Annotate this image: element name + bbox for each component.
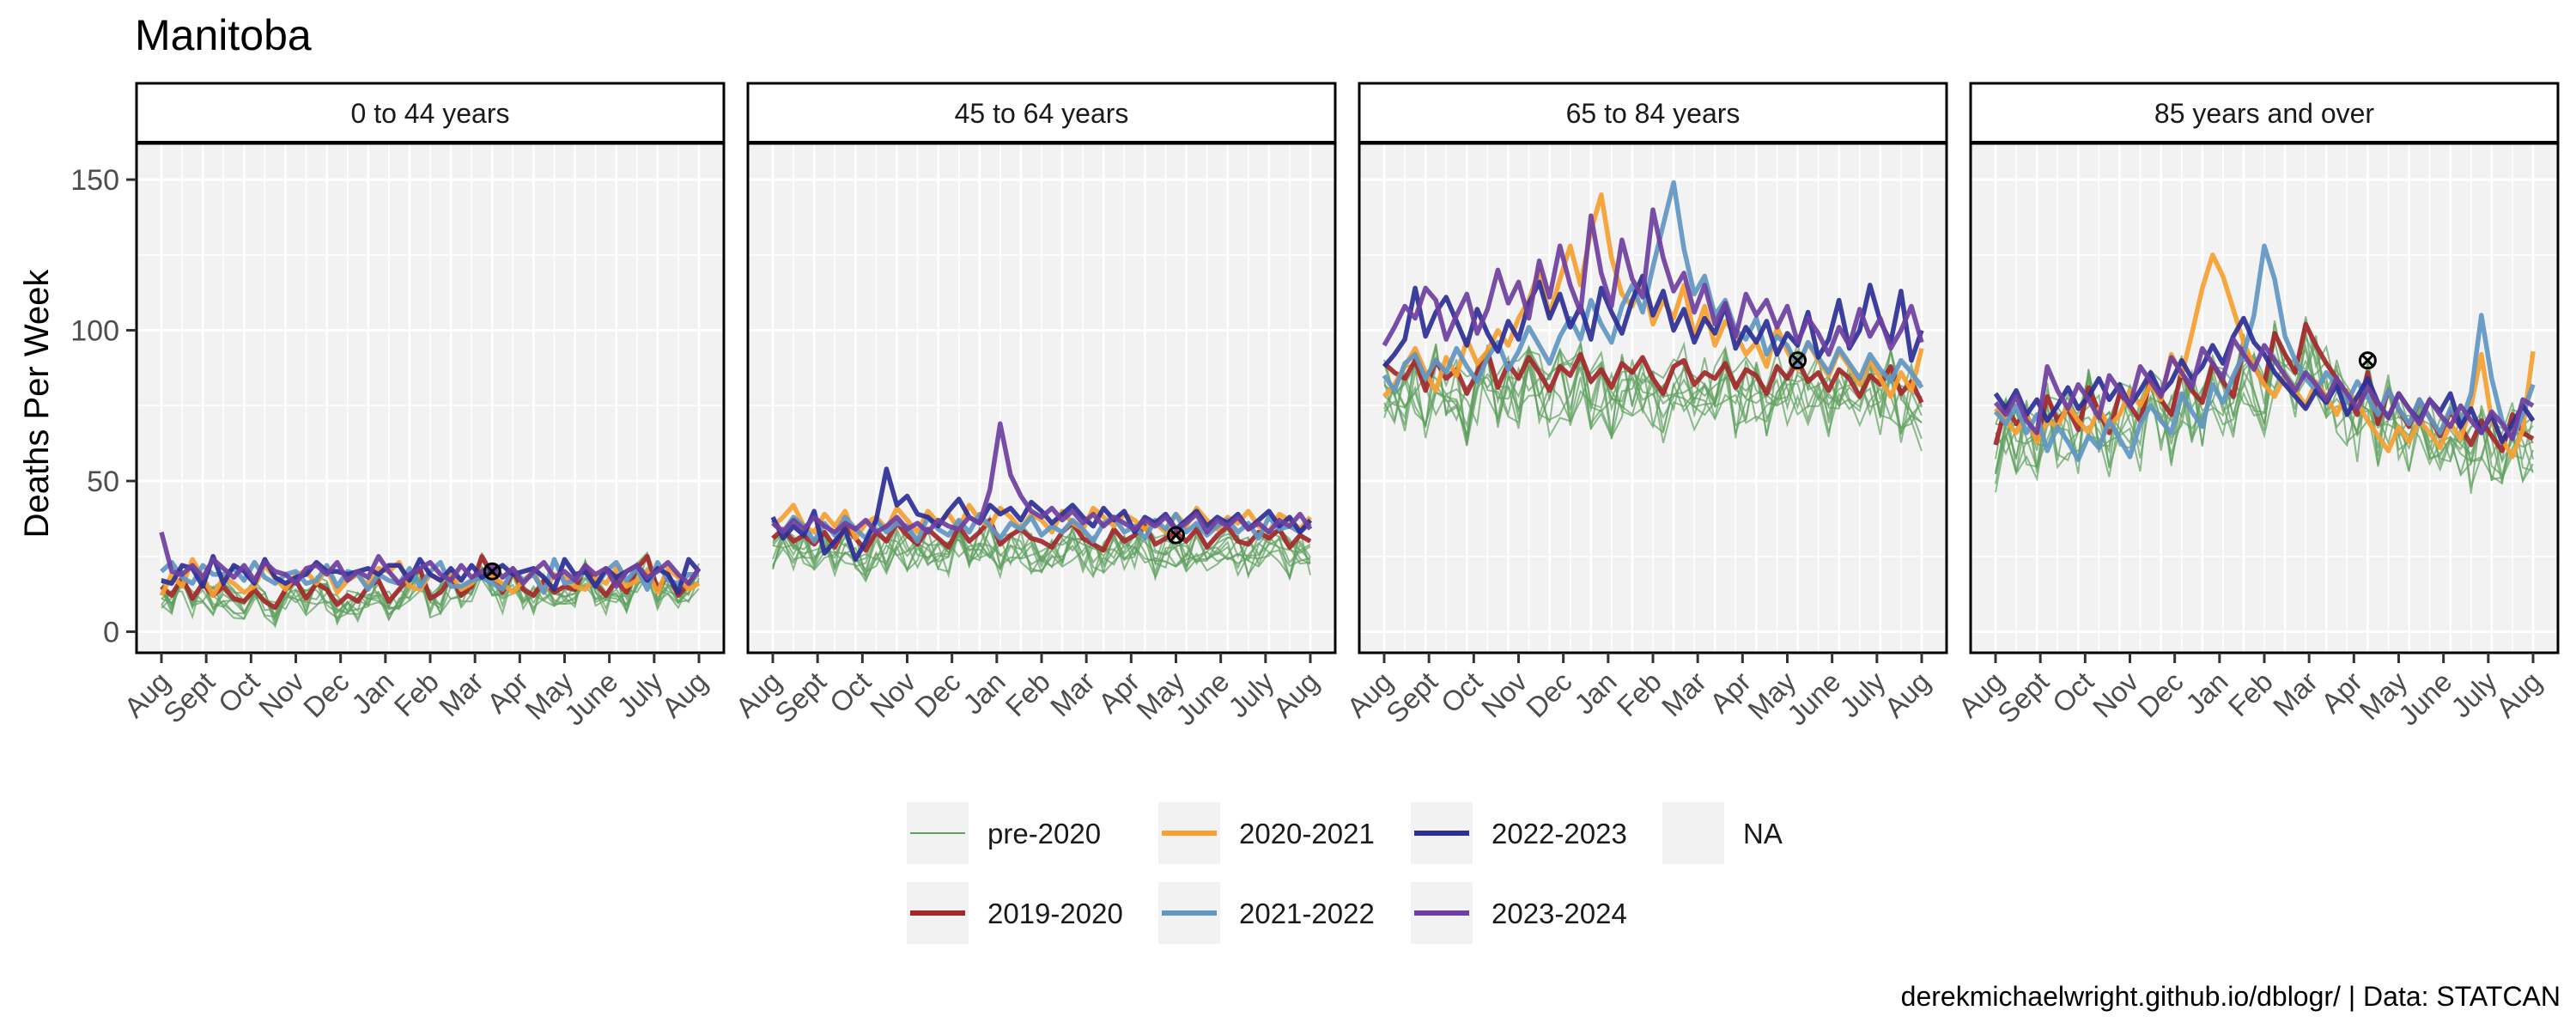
marker-circle	[483, 562, 501, 581]
x-tick-label: Aug	[1267, 666, 1325, 724]
series-line-2022-2023	[770, 466, 1313, 562]
x-tick-label: Mar	[1656, 666, 1712, 722]
panel-65-to-84-years: 65 to 84 yearsAugSeptOctNovDecJanFebMarA…	[1340, 82, 1948, 732]
series-line-2021-2022	[1993, 243, 2536, 463]
series-line-2022-2023	[1993, 315, 2536, 445]
x-tick-label: Sept	[769, 666, 832, 729]
legend-label: 2023-2024	[1492, 898, 1627, 929]
series-line-pre-2020	[772, 518, 1311, 582]
x-tick-label: Feb	[999, 666, 1056, 722]
series-line-2023-2024	[159, 531, 702, 589]
x-tick-label: Nov	[252, 665, 311, 723]
series-line-pre-2020	[772, 517, 1311, 575]
x-tick-label: Nov	[864, 665, 922, 723]
x-tick-label: Oct	[2046, 666, 2099, 719]
x-tick-label: Mar	[1044, 666, 1101, 722]
x-tick-label: Nov	[1475, 665, 1534, 723]
x-tick-label: Sept	[1380, 666, 1443, 729]
legend-label: pre-2020	[987, 818, 1101, 849]
x-tick-label: Aug	[1878, 666, 1936, 724]
panel-strip-label: 65 to 84 years	[1566, 98, 1741, 129]
y-tick-label: 0	[103, 616, 119, 648]
x-tick-label: Feb	[388, 666, 445, 722]
panel-45-to-64-years: 45 to 64 yearsAugSeptOctNovDecJanFebMarA…	[729, 82, 1337, 732]
series-line-2019-2020	[160, 553, 702, 611]
current-week-marker	[2358, 351, 2377, 370]
y-tick-label: 150	[70, 164, 119, 197]
x-tick-label: Oct	[212, 666, 265, 719]
legend-label: NA	[1743, 818, 1783, 849]
x-tick-label: Dec	[297, 666, 355, 724]
marker-circle	[1167, 526, 1185, 545]
legend-item-na: NA	[1662, 802, 1783, 864]
panel-strip-label: 0 to 44 years	[351, 98, 510, 129]
x-tick-label: Jan	[345, 666, 400, 721]
series-line-2023-2024	[1993, 337, 2535, 441]
marker-cross	[485, 564, 499, 578]
legend-label: 2022-2023	[1492, 818, 1627, 849]
panel-0-to-44-years: 0 to 44 yearsAugSeptOctNovDecJanFebMarAp…	[70, 82, 726, 732]
x-tick-label: Mar	[2267, 666, 2324, 722]
x-tick-label: Aug	[2489, 666, 2548, 724]
legend-label: 2019-2020	[987, 898, 1123, 929]
x-tick-label: Jan	[1568, 666, 1623, 721]
x-tick-label: Feb	[1611, 666, 1668, 722]
current-week-marker	[483, 562, 501, 581]
marker-circle	[1789, 351, 1807, 370]
marker-cross	[2360, 354, 2374, 368]
series-line-2023-2024	[771, 421, 1313, 535]
series-line-pre-2020	[1383, 350, 1923, 447]
x-tick-label: Mar	[433, 666, 489, 722]
legend-item-2022-2023: 2022-2023	[1411, 802, 1627, 864]
y-axis-title-group: Deaths Per Week	[18, 269, 56, 539]
legend: pre-2020 2020-2021 2022-2023 NA 2019-2020 202…	[907, 802, 1783, 944]
legend-item-2023-2024: 2023-2024	[1411, 882, 1627, 944]
panel-85-years-and-over: 85 years and over Aug SeptOctNovDecJanFebM…	[1952, 82, 2560, 732]
series-line-2020-2021	[1993, 253, 2536, 460]
series-line-pre-2020	[161, 557, 700, 620]
legend-label: 2020-2021	[1239, 818, 1375, 849]
legend-label: 2021-2022	[1239, 898, 1375, 929]
x-tick-label: Jan	[2179, 666, 2234, 721]
legend-item-2021-2022: 2021-2022	[1158, 882, 1375, 944]
series-line-2023-2024	[1382, 207, 1924, 357]
legend-item-pre-2020: pre-2020	[907, 802, 1101, 864]
x-tick-label: Dec	[908, 666, 967, 724]
x-tick-label: Jan	[957, 666, 1012, 721]
x-tick-label: July	[1222, 665, 1280, 723]
marker-cross	[1170, 528, 1182, 542]
x-tick-label: Dec	[2131, 666, 2190, 724]
legend-item-2019-2020: 2019-2020	[907, 882, 1123, 944]
panel-strip	[746, 82, 1337, 145]
panel-strip-label: 45 to 64 years	[955, 98, 1129, 129]
series-line-2021-2022	[1382, 180, 1924, 393]
panel-strip-label: 85 years and over	[2154, 98, 2375, 129]
legend-key-background	[1662, 802, 1724, 864]
x-tick-label: Sept	[157, 666, 221, 729]
panel-strip	[135, 82, 726, 145]
x-tick-label: Oct	[1435, 666, 1488, 719]
y-tick-label: 100	[70, 315, 119, 348]
x-tick-label: Feb	[2222, 666, 2279, 722]
current-week-marker	[1167, 526, 1185, 545]
chart-caption: derekmichaelwright.github.io/dblogr/ | D…	[1901, 981, 2561, 1012]
current-week-marker	[1789, 351, 1807, 370]
chart-title: Manitoba	[135, 11, 312, 59]
x-tick-label: July	[2445, 665, 2503, 723]
x-tick-label: July	[611, 665, 669, 723]
y-tick-label: 50	[87, 466, 119, 498]
x-tick-label: Nov	[2087, 665, 2145, 723]
legend-item-2020-2021: 2020-2021	[1158, 802, 1375, 864]
facet-panels: 0 to 44 yearsAugSeptOctNovDecJanFebMarAp…	[70, 82, 2560, 732]
x-tick-label: July	[1833, 665, 1892, 723]
x-tick-label: Aug	[655, 666, 714, 724]
marker-cross	[1791, 354, 1804, 368]
y-axis-title: Deaths Per Week	[18, 269, 56, 539]
marker-circle	[2358, 351, 2377, 370]
x-tick-label: Sept	[1991, 666, 2055, 729]
x-tick-label: Oct	[823, 666, 877, 719]
x-tick-label: Dec	[1520, 666, 1578, 724]
